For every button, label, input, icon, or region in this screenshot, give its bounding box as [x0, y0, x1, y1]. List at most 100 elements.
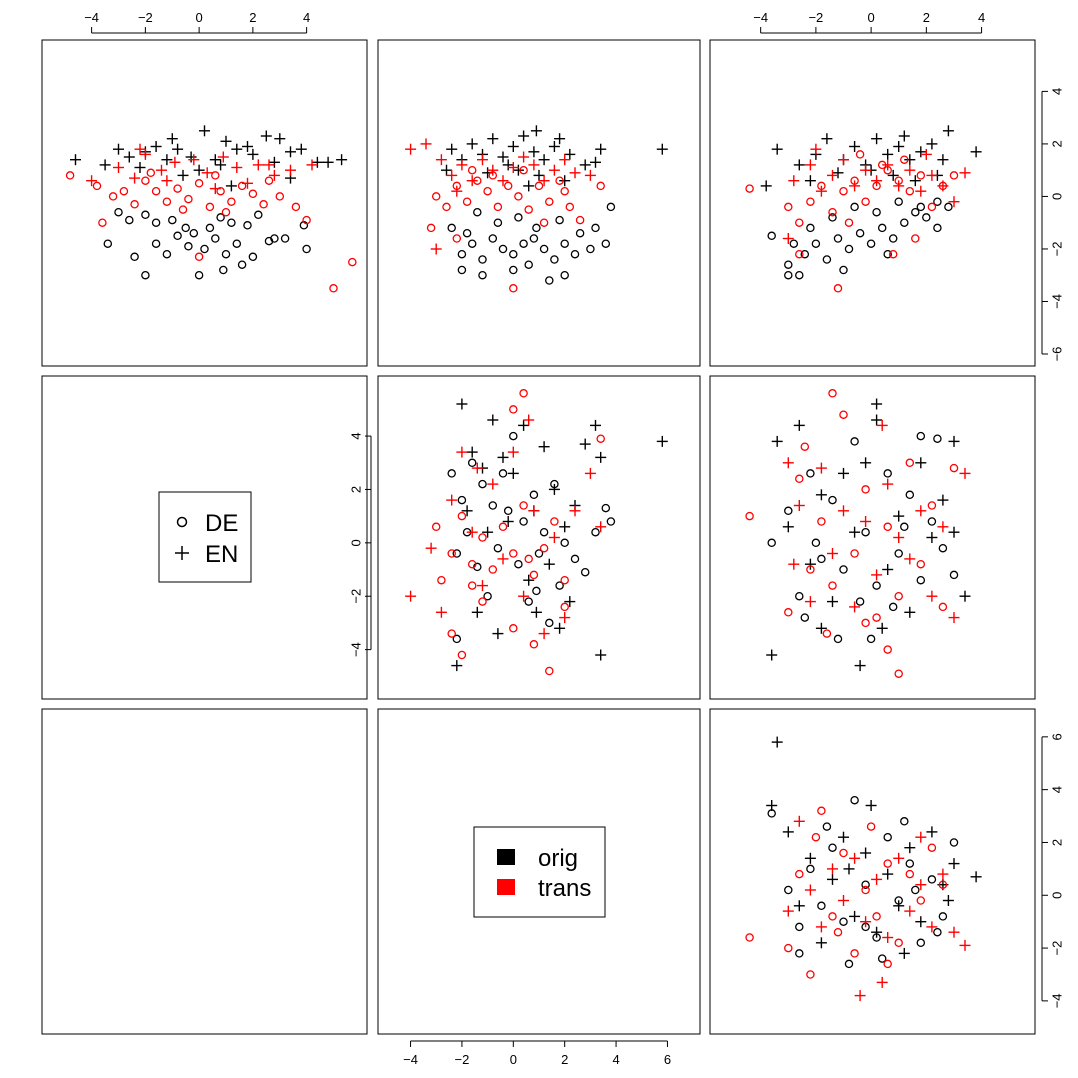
point-orig-plus [948, 858, 960, 870]
point-orig-circle [811, 538, 821, 548]
point-trans-circle [194, 252, 204, 262]
point-trans-circle [478, 533, 487, 542]
point-trans-plus [569, 167, 581, 179]
panel-frame-r2c2 [377, 375, 701, 700]
axes: −4 −2 0 2 4 −4 −2 0 2 4 −6 −4 −2 0 2 4 −4 −2 0 2 4 −4 −2 0 2 4 6 −4… [84, 10, 1064, 1067]
point-orig-circle [839, 565, 848, 574]
point-trans-circle [211, 171, 220, 180]
point-orig-circle [933, 927, 942, 937]
point-trans-circle [457, 650, 467, 660]
y-tick-label: −4 [349, 642, 364, 657]
point-trans-circle [514, 192, 523, 201]
point-trans-circle [302, 215, 311, 225]
point-trans-plus [139, 148, 151, 160]
point-orig-circle [922, 213, 931, 222]
point-trans-plus [904, 553, 916, 565]
point-trans-circle [905, 458, 915, 468]
point-trans-circle [745, 933, 754, 942]
point-orig-circle [916, 202, 926, 212]
x-tick-label: 4 [612, 1052, 619, 1067]
point-trans-plus [471, 462, 483, 474]
point-trans-circle [237, 181, 247, 191]
y-tick-label: −4 [1050, 294, 1065, 309]
point-orig-circle [467, 458, 477, 468]
point-trans-circle [205, 202, 215, 212]
point-orig-plus [451, 660, 463, 672]
point-orig-plus [832, 167, 844, 179]
point-trans-plus [306, 159, 318, 171]
point-trans-plus [86, 175, 98, 187]
point-orig-plus [898, 947, 910, 959]
point-trans-circle [184, 194, 193, 204]
point-trans-circle [784, 943, 793, 953]
point-orig-plus [760, 180, 772, 192]
point-orig-plus [871, 926, 883, 938]
point-orig-circle [795, 922, 804, 932]
point-orig-circle [243, 221, 252, 230]
point-orig-plus [177, 169, 189, 181]
x-tick-label: 0 [868, 10, 875, 25]
point-orig-circle [850, 795, 859, 805]
point-trans-plus [217, 151, 229, 163]
point-orig-plus [446, 143, 458, 155]
point-orig-plus [231, 143, 243, 155]
legend-language: DE EN [158, 491, 252, 583]
point-orig-circle [447, 469, 456, 478]
x-tick-label: 4 [978, 10, 985, 25]
point-orig-plus [99, 159, 111, 171]
point-orig-circle [539, 244, 549, 254]
point-orig-plus [904, 842, 916, 854]
point-orig-plus [559, 521, 571, 533]
point-orig-plus [854, 660, 866, 672]
point-orig-plus [909, 175, 921, 187]
point-trans-circle [938, 880, 948, 889]
point-trans-circle [844, 218, 854, 227]
point-trans-circle [850, 549, 859, 558]
point-trans-circle [861, 885, 870, 895]
point-orig-circle [784, 270, 793, 280]
point-orig-plus [242, 141, 253, 152]
point-orig-plus [942, 125, 954, 137]
point-orig-circle [828, 495, 837, 505]
x-tick-label: 2 [561, 1052, 568, 1067]
point-trans-circle [911, 234, 920, 243]
point-orig-circle [900, 817, 909, 826]
point-orig-circle [529, 490, 539, 500]
point-orig-circle [800, 249, 810, 259]
point-orig-circle [591, 223, 600, 233]
point-trans-plus [849, 852, 861, 864]
point-orig-circle [767, 231, 776, 241]
panel-frame-r2c1 [41, 375, 368, 700]
point-trans-plus [860, 916, 872, 928]
point-orig-plus [311, 156, 323, 168]
point-orig-plus [815, 937, 827, 949]
point-orig-circle [877, 954, 887, 963]
point-orig-plus [134, 162, 146, 173]
point-orig-circle [817, 554, 826, 564]
point-trans-plus [937, 868, 949, 880]
point-orig-circle [933, 223, 942, 233]
y-tick-label: 2 [1050, 839, 1065, 846]
point-trans-plus [948, 926, 960, 938]
point-trans-circle [259, 200, 268, 209]
point-orig-plus [937, 494, 949, 506]
point-trans-circle [524, 554, 533, 564]
point-orig-circle [944, 202, 953, 212]
point-trans-circle [509, 624, 518, 633]
point-trans-plus [201, 167, 213, 179]
point-orig-plus [893, 141, 905, 152]
point-trans-plus [268, 169, 280, 181]
point-trans-plus [528, 505, 540, 517]
point-trans-circle [828, 581, 837, 590]
point-trans-circle [883, 645, 892, 654]
point-orig-circle [125, 215, 134, 225]
point-trans-plus [882, 159, 894, 171]
point-orig-circle [828, 843, 837, 852]
point-trans-plus [860, 516, 872, 527]
point-orig-plus [849, 526, 861, 538]
point-trans-plus [871, 569, 883, 581]
point-trans-circle [519, 165, 528, 175]
point-trans-plus [161, 175, 173, 187]
point-trans-plus [793, 500, 805, 511]
point-trans-circle [119, 186, 129, 196]
